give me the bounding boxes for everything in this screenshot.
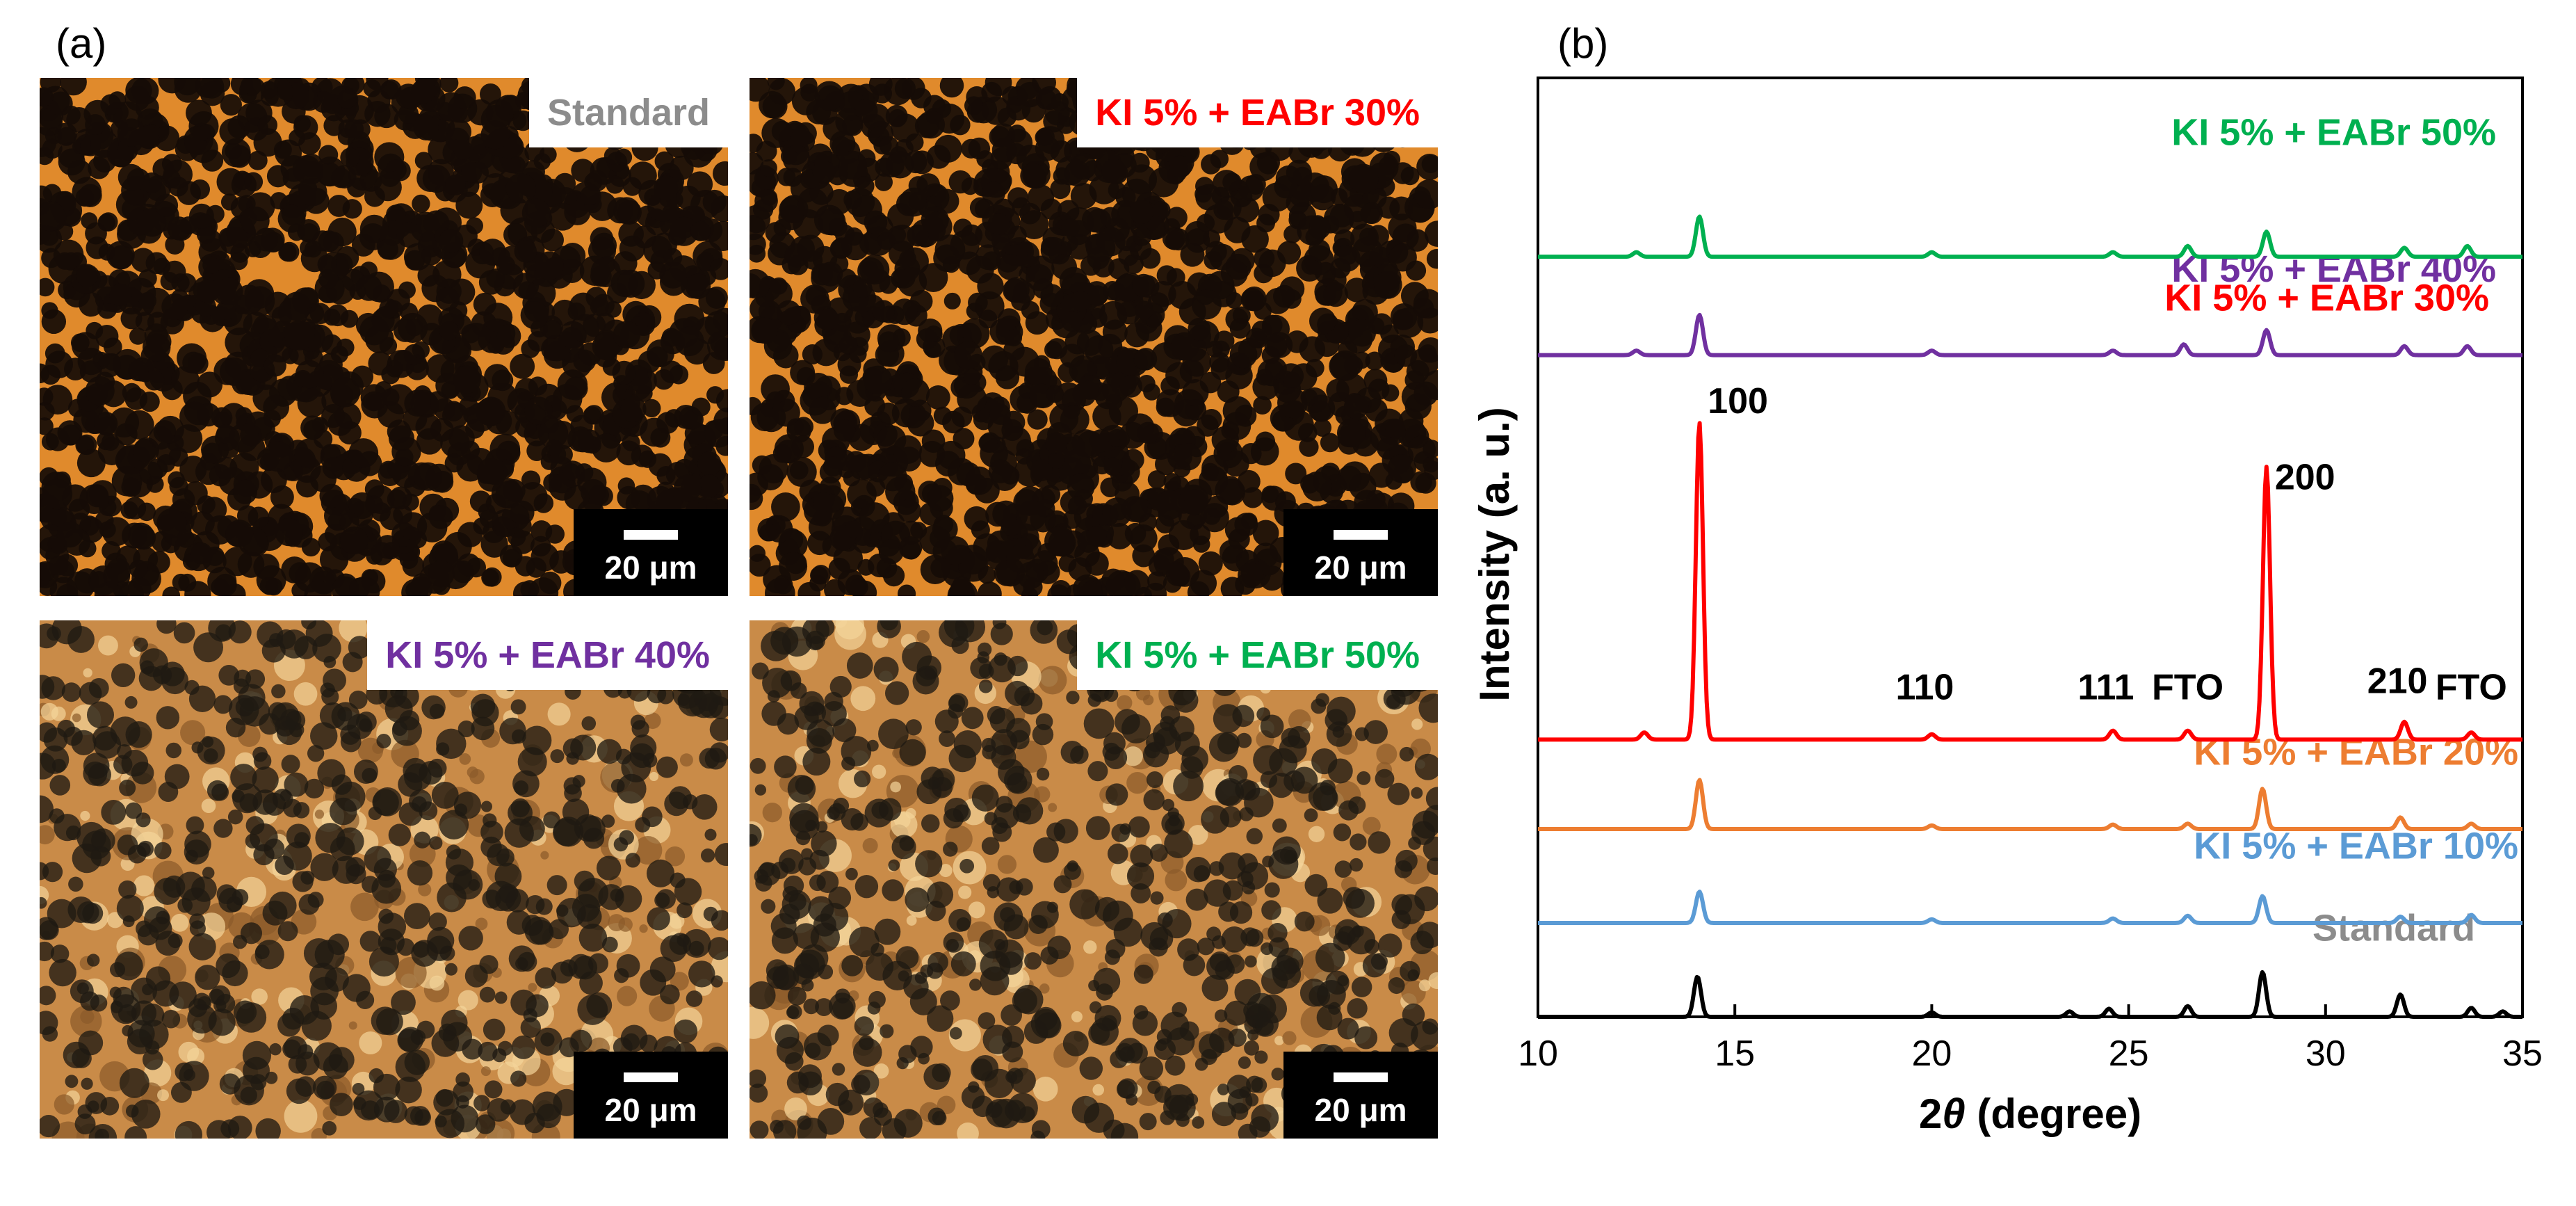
sample-label-eabr-50: KI 5% + EABr 50% <box>1077 620 1438 690</box>
scale-bar: 20 μm <box>1283 509 1438 596</box>
series-label: Standard <box>2312 908 2475 949</box>
peak-annotation: 110 <box>1895 668 1954 708</box>
micrograph-eabr-40: KI 5% + EABr 40% 20 μm <box>40 620 728 1139</box>
scale-bar-line <box>624 1072 678 1082</box>
scale-bar-label: 20 μm <box>604 549 697 586</box>
panel-a-label: (a) <box>56 20 107 67</box>
scale-bar-label: 20 μm <box>1314 1092 1407 1128</box>
peak-annotation: FTO <box>2436 668 2507 708</box>
series-line <box>1537 778 2523 831</box>
series-line <box>1537 890 2523 925</box>
peak-annotation: FTO <box>2152 668 2223 708</box>
peak-annotation: 111 <box>2077 668 2134 708</box>
series-label: KI 5% + EABr 30% <box>2164 277 2489 319</box>
peak-annotation: 200 <box>2275 457 2335 497</box>
x-tick-label: 20 <box>1911 1034 1952 1074</box>
xrd-plot-area: 10 15 20 25 30 35 2θ (degree) Intensity (a. u.)… <box>1471 77 2543 1137</box>
series-line <box>1537 421 2523 742</box>
x-axis-label: 2θ (degree) <box>1919 1091 2141 1137</box>
series-line <box>1537 970 2523 1019</box>
x-tick-label: 15 <box>1715 1034 1755 1074</box>
series-label: KI 5% + EABr 10% <box>2194 825 2518 867</box>
scale-bar: 20 μm <box>1283 1052 1438 1139</box>
scale-bar: 20 μm <box>574 509 728 596</box>
sample-label-standard: Standard <box>528 78 728 147</box>
panel-b-label: (b) <box>1557 20 1609 67</box>
micrograph-eabr-30: KI 5% + EABr 30% 20 μm <box>750 78 1438 596</box>
x-tick-label: 10 <box>1518 1034 1558 1074</box>
scale-bar-line <box>1334 1072 1388 1082</box>
series-label: KI 5% + EABr 50% <box>2171 111 2496 153</box>
sample-label-eabr-30: KI 5% + EABr 30% <box>1077 78 1438 147</box>
series-line <box>1537 312 2523 357</box>
scale-bar: 20 μm <box>574 1052 728 1139</box>
x-tick-label: 25 <box>2109 1034 2149 1074</box>
plot-frame <box>1537 77 2524 1018</box>
x-tick-label: 30 <box>2306 1034 2346 1074</box>
scale-bar-label: 20 μm <box>604 1092 697 1128</box>
peak-annotation: 210 <box>2367 661 2428 702</box>
scale-bar-label: 20 μm <box>1314 549 1407 586</box>
peak-annotation: 100 <box>1708 381 1768 421</box>
sample-label-eabr-40: KI 5% + EABr 40% <box>367 620 728 690</box>
micrograph-eabr-50: KI 5% + EABr 50% 20 μm <box>750 620 1438 1139</box>
series-line <box>1537 214 2523 259</box>
y-axis-label: Intensity (a. u.) <box>1471 407 1518 701</box>
scale-bar-line <box>1334 530 1388 540</box>
x-tick-label: 35 <box>2502 1034 2543 1074</box>
scale-bar-line <box>624 530 678 540</box>
micrograph-standard: Standard 20 μm <box>40 78 728 596</box>
